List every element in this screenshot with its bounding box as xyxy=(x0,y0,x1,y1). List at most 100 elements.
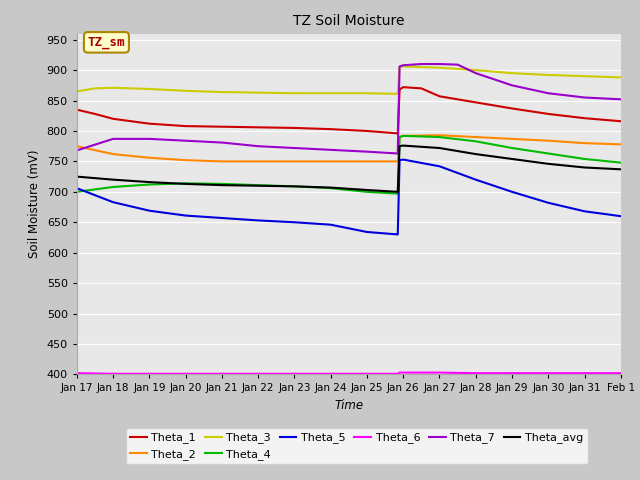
Theta_4 xyxy=(545,151,552,156)
Theta_7 xyxy=(291,145,298,151)
Theta_7 xyxy=(363,149,371,155)
Theta_3 xyxy=(145,86,153,92)
Theta_3 xyxy=(617,74,625,80)
Theta_2 xyxy=(291,158,298,164)
Theta_2 xyxy=(399,133,407,139)
Theta_5 xyxy=(396,157,403,163)
Theta_4 xyxy=(327,185,335,191)
Theta_7 xyxy=(109,136,117,142)
Theta_1 xyxy=(73,107,81,112)
Theta_4 xyxy=(109,184,117,190)
Theta_5 xyxy=(182,213,189,218)
Theta_2 xyxy=(396,134,403,140)
Theta_6 xyxy=(254,371,262,377)
Theta_avg xyxy=(399,143,407,148)
Theta_3 xyxy=(396,64,403,70)
Line: Theta_6: Theta_6 xyxy=(77,372,621,374)
Theta_avg xyxy=(545,161,552,167)
Theta_3 xyxy=(545,72,552,78)
Theta_3 xyxy=(218,89,226,95)
Theta_1 xyxy=(218,124,226,130)
Theta_avg xyxy=(145,179,153,185)
Theta_7 xyxy=(472,70,479,76)
Theta_1 xyxy=(254,124,262,130)
Theta_6 xyxy=(363,371,371,377)
Theta_5 xyxy=(291,219,298,225)
Theta_3 xyxy=(327,90,335,96)
Y-axis label: Soil Moisture (mV): Soil Moisture (mV) xyxy=(28,150,41,258)
Theta_7 xyxy=(254,144,262,149)
Theta_4 xyxy=(291,183,298,189)
Theta_7 xyxy=(617,96,625,102)
Theta_4 xyxy=(73,189,81,195)
Theta_1 xyxy=(417,85,425,91)
Theta_5 xyxy=(545,200,552,205)
Theta_1 xyxy=(109,116,117,122)
Theta_4 xyxy=(436,134,444,140)
Theta_1 xyxy=(182,123,189,129)
Theta_avg xyxy=(508,156,516,162)
Theta_7 xyxy=(394,151,402,156)
Theta_6 xyxy=(394,371,402,377)
Theta_4 xyxy=(399,133,407,139)
X-axis label: Time: Time xyxy=(334,399,364,412)
Theta_7 xyxy=(396,63,403,69)
Theta_5 xyxy=(617,213,625,219)
Theta_2 xyxy=(73,144,81,149)
Theta_avg xyxy=(327,185,335,191)
Theta_7 xyxy=(145,136,153,142)
Theta_7 xyxy=(417,61,425,67)
Line: Theta_avg: Theta_avg xyxy=(77,145,621,192)
Theta_avg xyxy=(394,189,402,195)
Theta_1 xyxy=(399,84,407,90)
Theta_1 xyxy=(327,126,335,132)
Theta_5 xyxy=(580,208,588,214)
Theta_avg xyxy=(218,182,226,188)
Theta_3 xyxy=(254,90,262,96)
Theta_3 xyxy=(417,64,425,70)
Theta_avg xyxy=(436,145,444,151)
Theta_4 xyxy=(182,180,189,186)
Theta_7 xyxy=(327,147,335,153)
Theta_2 xyxy=(254,158,262,164)
Theta_3 xyxy=(399,63,407,69)
Theta_2 xyxy=(472,134,479,140)
Text: TZ_sm: TZ_sm xyxy=(88,36,125,49)
Theta_3 xyxy=(363,90,371,96)
Theta_6 xyxy=(218,371,226,377)
Theta_2 xyxy=(394,158,402,164)
Theta_7 xyxy=(218,140,226,145)
Legend: Theta_1, Theta_2, Theta_3, Theta_4, Theta_5, Theta_6, Theta_7, Theta_avg: Theta_1, Theta_2, Theta_3, Theta_4, Thet… xyxy=(126,428,588,464)
Theta_5 xyxy=(145,208,153,214)
Theta_3 xyxy=(109,85,117,91)
Line: Theta_4: Theta_4 xyxy=(77,136,621,193)
Theta_3 xyxy=(73,88,81,94)
Theta_7 xyxy=(545,90,552,96)
Theta_7 xyxy=(399,62,407,68)
Theta_6 xyxy=(617,370,625,376)
Theta_2 xyxy=(508,136,516,142)
Theta_6 xyxy=(580,370,588,376)
Theta_1 xyxy=(580,115,588,121)
Line: Theta_2: Theta_2 xyxy=(77,135,621,161)
Theta_1 xyxy=(508,106,516,111)
Theta_avg xyxy=(254,183,262,189)
Theta_3 xyxy=(91,85,99,91)
Theta_2 xyxy=(182,157,189,163)
Theta_4 xyxy=(218,181,226,187)
Theta_7 xyxy=(73,147,81,153)
Theta_6 xyxy=(399,370,407,375)
Line: Theta_7: Theta_7 xyxy=(77,64,621,154)
Line: Theta_1: Theta_1 xyxy=(77,87,621,133)
Theta_2 xyxy=(327,158,335,164)
Theta_5 xyxy=(472,177,479,182)
Theta_7 xyxy=(436,61,444,67)
Theta_6 xyxy=(291,371,298,377)
Theta_5 xyxy=(363,229,371,235)
Theta_5 xyxy=(436,163,444,169)
Theta_6 xyxy=(182,371,189,377)
Theta_1 xyxy=(436,94,444,99)
Theta_avg xyxy=(182,181,189,187)
Theta_1 xyxy=(91,111,99,117)
Theta_2 xyxy=(218,158,226,164)
